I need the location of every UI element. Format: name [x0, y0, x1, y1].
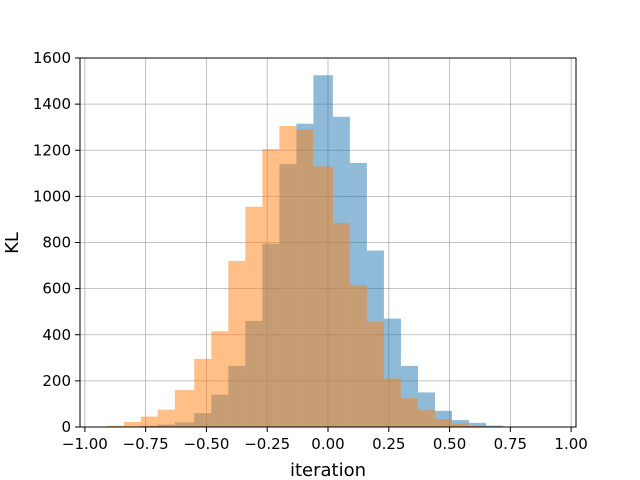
y-tick-label: 1400 [33, 95, 71, 113]
y-tick-label: 1200 [33, 141, 71, 159]
y-tick-label: 0 [61, 418, 71, 436]
histogram-bar-series-2 [211, 331, 229, 427]
histogram-bar-series-1 [469, 422, 487, 427]
histogram-bar-series-2 [123, 421, 141, 427]
tick-labels: −1.00 −0.75 −0.50 −0.25 0.00 0.25 0.50 0.75 1.00… [33, 49, 588, 453]
histogram-bar-series-2 [140, 416, 158, 427]
x-tick-label: 1.00 [554, 435, 587, 453]
histogram-bar-series-1 [486, 425, 504, 427]
y-tick-label: 200 [42, 372, 71, 390]
histogram-bar-series-2 [279, 126, 297, 428]
histogram-bar-series-2 [106, 425, 124, 427]
x-tick-label: 0.75 [494, 435, 527, 453]
x-tick-label: 0.25 [372, 435, 405, 453]
histogram-bar-series-2 [400, 398, 418, 427]
y-axis-label: KL [2, 232, 23, 254]
histogram-bar-series-2 [417, 409, 435, 427]
x-tick-label: 0.00 [311, 435, 344, 453]
histogram-bar-series-2 [434, 418, 452, 427]
x-tick-label: −0.25 [244, 435, 290, 453]
histogram-bars [106, 75, 504, 428]
histogram-bar-series-2 [469, 425, 487, 427]
y-tick-label: 400 [42, 326, 71, 344]
x-tick-label: −0.50 [183, 435, 229, 453]
histogram-bar-series-2 [366, 322, 384, 427]
histogram-bar-series-2 [349, 285, 367, 427]
y-tick-label: 600 [42, 280, 71, 298]
histogram-bar-series-2 [332, 222, 350, 427]
y-tick-label: 1600 [33, 49, 71, 67]
histogram-bar-series-2 [452, 423, 470, 427]
histogram-bar-series-2 [383, 378, 401, 427]
axes [75, 57, 577, 432]
y-tick-label: 1000 [33, 187, 71, 205]
x-tick-label: 0.50 [433, 435, 466, 453]
histogram-bar-series-2 [194, 358, 212, 427]
histogram-bar-series-2 [313, 166, 333, 428]
x-tick-label: −1.00 [62, 435, 108, 453]
histogram-bar-series-2 [174, 390, 195, 427]
histogram-bar-series-2 [296, 129, 314, 427]
histogram-bar-series-2 [228, 260, 246, 427]
y-tick-label: 800 [42, 234, 71, 252]
x-tick-label: −0.75 [123, 435, 169, 453]
histogram-bar-series-2 [245, 206, 263, 427]
x-axis-label: iteration [290, 460, 366, 480]
histogram-bar-series-2 [262, 149, 280, 428]
histogram-bar-series-2 [157, 409, 175, 427]
